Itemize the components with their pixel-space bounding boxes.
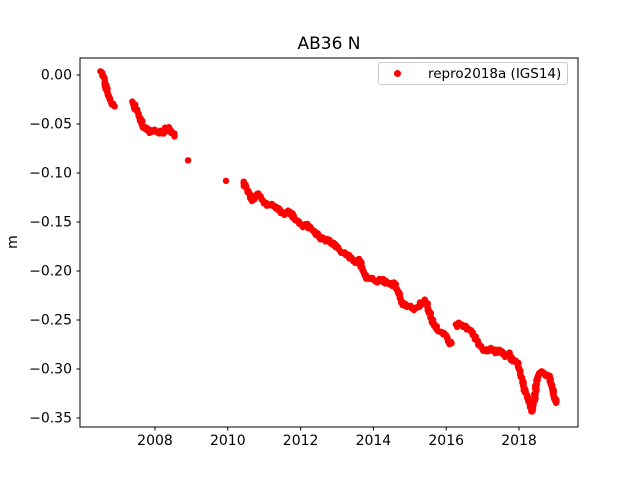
y-tick-label: −0.15 — [29, 214, 72, 230]
scatter-series — [97, 68, 560, 415]
x-tick-label: 2014 — [356, 433, 392, 449]
x-tick-label: 2012 — [283, 433, 319, 449]
data-point — [222, 177, 230, 184]
y-tick-label: −0.25 — [29, 312, 72, 328]
chart-title: AB36 N — [297, 34, 361, 54]
axes-spines — [79, 57, 579, 428]
y-tick-label: −0.10 — [29, 165, 72, 181]
y-axis-label: m — [4, 235, 21, 249]
legend-marker-dot — [394, 70, 401, 77]
data-point — [184, 157, 192, 164]
data-point — [171, 132, 178, 139]
y-tick-label: 0.00 — [41, 68, 72, 84]
x-tick-label: 2008 — [137, 433, 173, 449]
data-point — [552, 399, 560, 406]
y-tick-label: −0.20 — [29, 263, 72, 279]
x-tick-label: 2018 — [501, 433, 537, 449]
y-tick-label: −0.30 — [29, 361, 72, 377]
data-point — [448, 340, 455, 347]
y-tick-label: −0.05 — [29, 116, 72, 132]
y-tick-label: −0.35 — [29, 410, 72, 426]
x-tick-label: 2010 — [210, 433, 246, 449]
x-tick-label: 2016 — [428, 433, 464, 449]
data-point — [111, 103, 118, 110]
legend: repro2018a (IGS14) — [378, 62, 568, 85]
legend-entry-label: repro2018a (IGS14) — [428, 65, 562, 82]
